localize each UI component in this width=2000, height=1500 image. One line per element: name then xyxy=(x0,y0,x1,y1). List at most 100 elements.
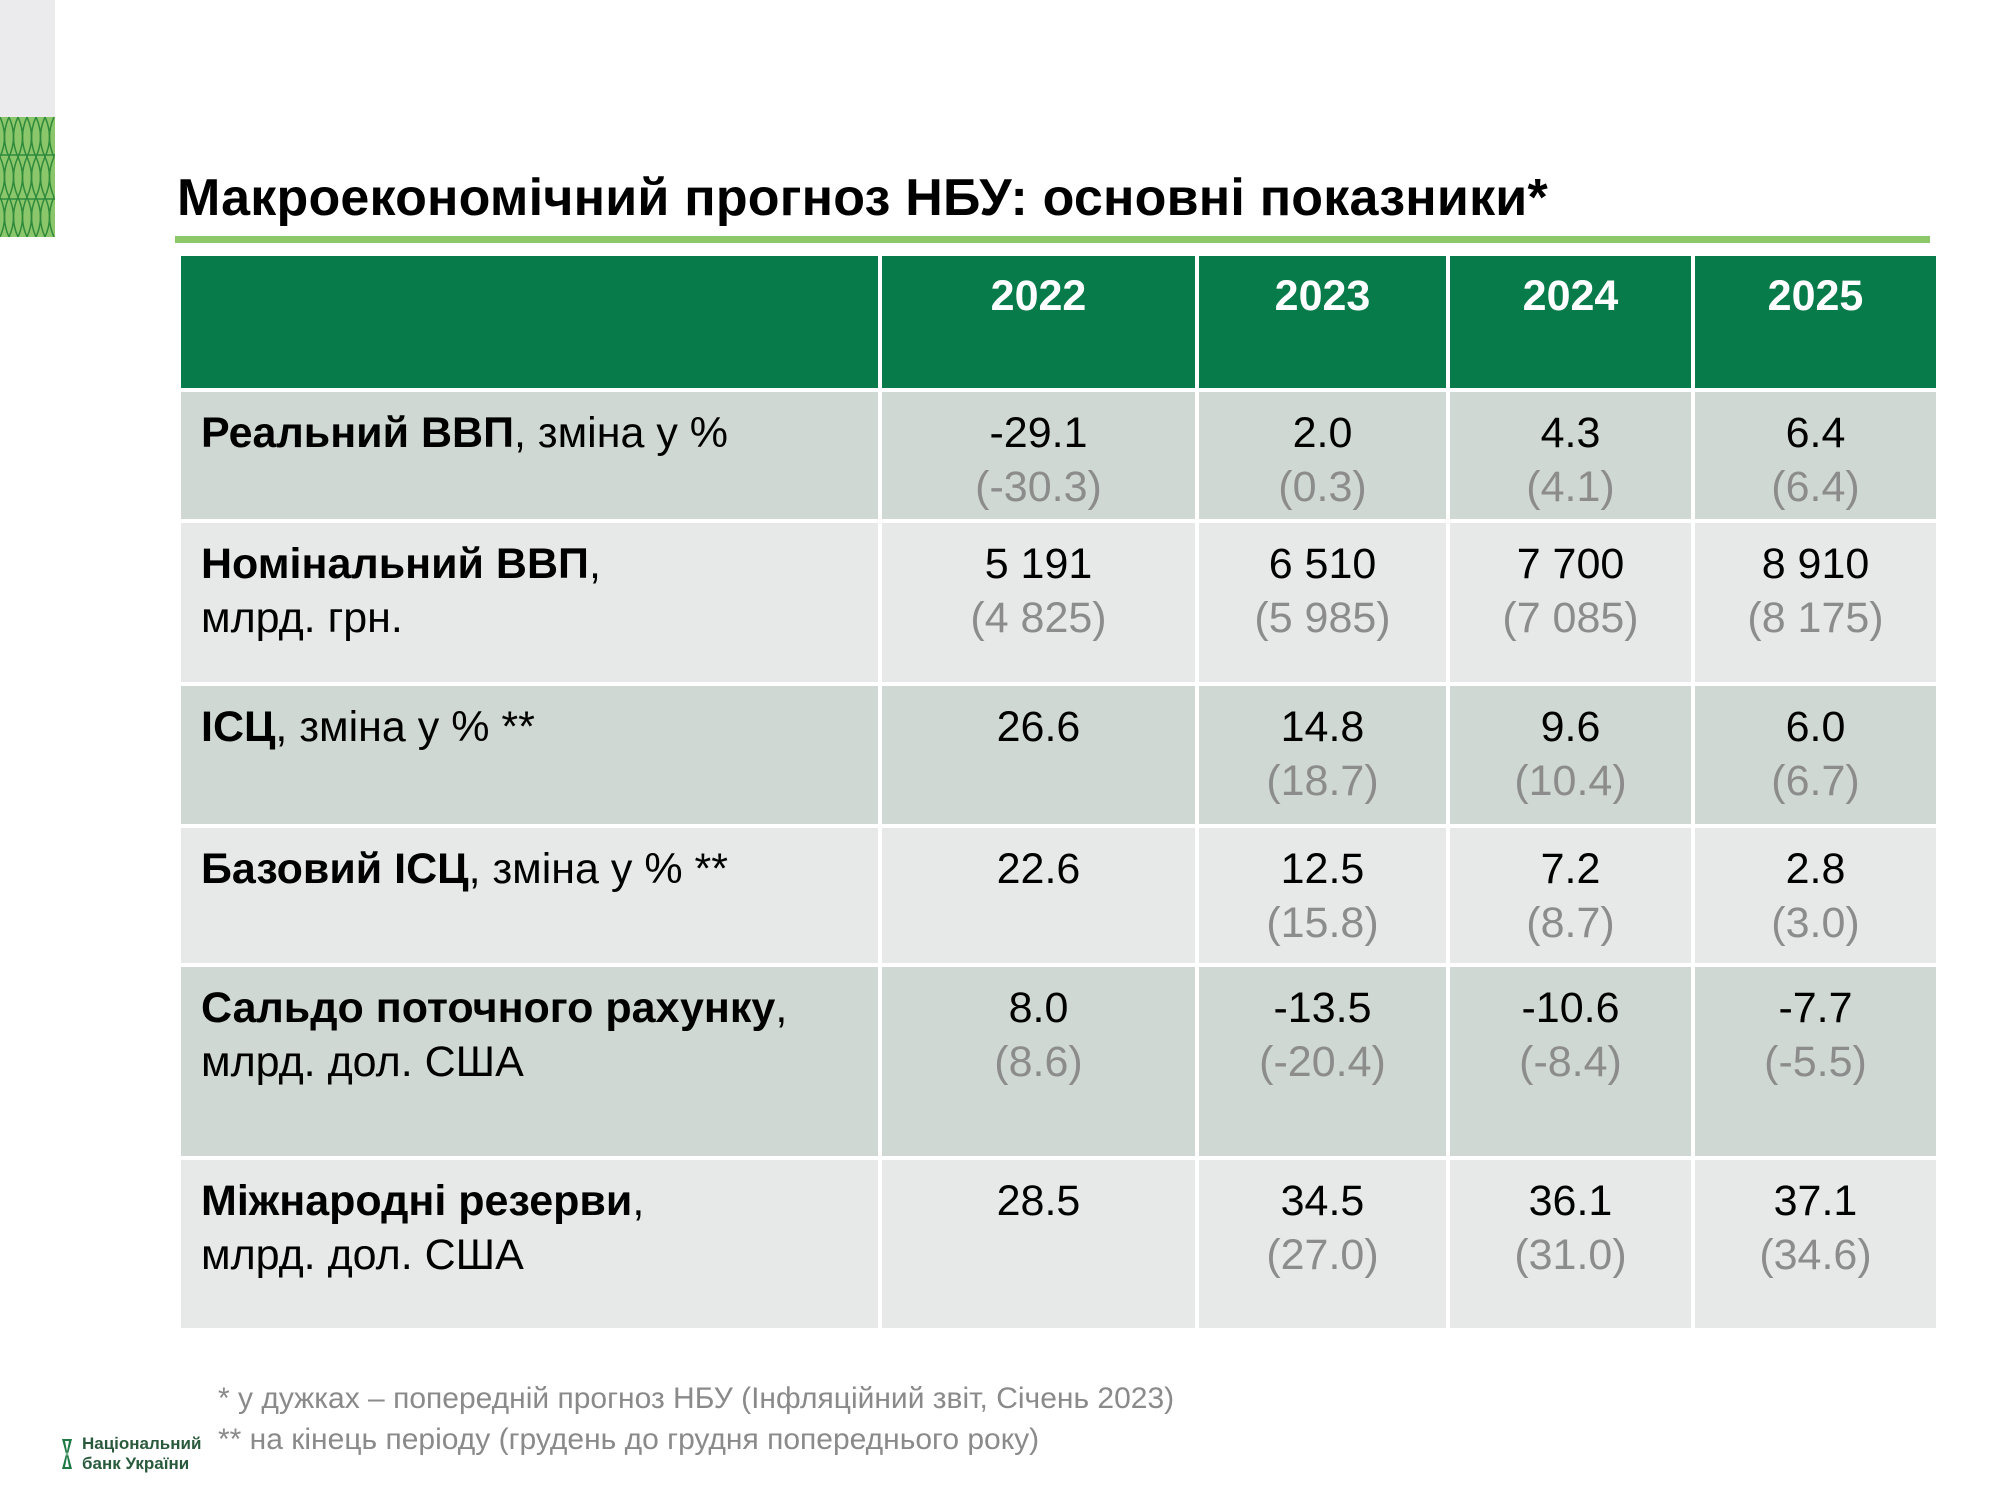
logo-line1: Національний xyxy=(82,1434,202,1453)
row-label-rest: , xyxy=(588,540,601,588)
current-forecast: -29.1 xyxy=(989,409,1088,457)
value-cell: 5 191 (4 825) xyxy=(878,519,1199,686)
row-label-unit: млрд. дол. США xyxy=(201,1038,524,1086)
table-row: Реальний ВВП, зміна у % -29.1 (-30.3) 2.… xyxy=(177,388,1940,523)
previous-forecast: (-20.4) xyxy=(1259,1038,1386,1086)
current-forecast: 14.8 xyxy=(1280,703,1365,751)
value-cell: 36.1 (31.0) xyxy=(1446,1156,1695,1332)
footnote: * у дужках – попередній прогноз НБУ (Інф… xyxy=(218,1382,1175,1415)
forecast-table: 2022 2023 2024 2025 Реальний ВВП, зміна … xyxy=(177,252,1940,1332)
row-label-bold: Номінальний ВВП xyxy=(201,540,589,588)
previous-forecast: (3.0) xyxy=(1771,899,1860,947)
page-title: Макроекономічний прогноз НБУ: основні по… xyxy=(177,169,1548,227)
value-cell: -29.1 (-30.3) xyxy=(878,388,1199,523)
value-cell: 34.5 (27.0) xyxy=(1195,1156,1450,1332)
previous-forecast: (8.7) xyxy=(1526,899,1615,947)
previous-forecast: (4 825) xyxy=(970,594,1107,642)
nbu-logo-icon xyxy=(62,1439,72,1469)
value-cell: 8 910 (8 175) xyxy=(1691,519,1940,686)
value-cell: 2.0 (0.3) xyxy=(1195,388,1450,523)
row-label: Номінальний ВВП, млрд. грн. xyxy=(177,519,882,686)
value-cell: 37.1 (34.6) xyxy=(1691,1156,1940,1332)
header-year: 2023 xyxy=(1195,252,1450,392)
value-cell: 12.5 (15.8) xyxy=(1195,824,1450,967)
logo-line2: банк України xyxy=(82,1454,190,1473)
previous-forecast: (-30.3) xyxy=(975,463,1102,511)
current-forecast: 12.5 xyxy=(1280,845,1365,893)
row-label: Міжнародні резерви, млрд. дол. США xyxy=(177,1156,882,1332)
current-forecast: 34.5 xyxy=(1280,1177,1365,1225)
previous-forecast: (7 085) xyxy=(1502,594,1639,642)
previous-forecast: (8 175) xyxy=(1747,594,1884,642)
row-label: Базовий ІСЦ, зміна у % ** xyxy=(177,824,882,967)
previous-forecast: (10.4) xyxy=(1514,757,1627,805)
header-year: 2022 xyxy=(878,252,1199,392)
previous-forecast: (-8.4) xyxy=(1519,1038,1622,1086)
value-cell: -7.7 (-5.5) xyxy=(1691,963,1940,1160)
current-forecast: 36.1 xyxy=(1528,1177,1613,1225)
value-cell: 6.0 (6.7) xyxy=(1691,682,1940,828)
current-forecast: 7 700 xyxy=(1516,540,1625,588)
value-cell: -10.6 (-8.4) xyxy=(1446,963,1695,1160)
row-label-unit: млрд. дол. США xyxy=(201,1231,524,1279)
row-label: Реальний ВВП, зміна у % xyxy=(177,388,882,523)
value-cell: 14.8 (18.7) xyxy=(1195,682,1450,828)
current-forecast: -10.6 xyxy=(1521,984,1620,1032)
row-label-bold: Базовий ІСЦ xyxy=(201,845,469,893)
row-label-line1: Міжнародні резерви, xyxy=(201,1174,878,1228)
value-cell: 6 510 (5 985) xyxy=(1195,519,1450,686)
current-forecast: 2.8 xyxy=(1785,845,1846,893)
decorative-pattern xyxy=(0,117,55,237)
row-label-rest: , xyxy=(632,1177,645,1225)
previous-forecast: (8.6) xyxy=(994,1038,1083,1086)
previous-forecast: (-5.5) xyxy=(1764,1038,1867,1086)
previous-forecast: (31.0) xyxy=(1514,1231,1627,1279)
value-cell: -13.5 (-20.4) xyxy=(1195,963,1450,1160)
row-label-line1: ІСЦ, зміна у % ** xyxy=(201,700,878,754)
value-cell: 26.6 xyxy=(878,682,1199,828)
table-row: Міжнародні резерви, млрд. дол. США 28.5 … xyxy=(177,1156,1940,1332)
row-label-rest: , зміна у % ** xyxy=(275,703,535,751)
table-row: Базовий ІСЦ, зміна у % ** 22.6 12.5 (15.… xyxy=(177,824,1940,967)
previous-forecast: (4.1) xyxy=(1526,463,1615,511)
row-label-rest: , зміна у % xyxy=(514,409,729,457)
previous-forecast: (27.0) xyxy=(1266,1231,1379,1279)
row-label-unit: млрд. грн. xyxy=(201,594,403,642)
row-label: Сальдо поточного рахунку, млрд. дол. США xyxy=(177,963,882,1160)
current-forecast: 2.0 xyxy=(1292,409,1353,457)
table-row: Номінальний ВВП, млрд. грн. 5 191 (4 825… xyxy=(177,519,1940,686)
value-cell: 7 700 (7 085) xyxy=(1446,519,1695,686)
row-label-rest: , xyxy=(775,984,788,1032)
value-cell: 6.4 (6.4) xyxy=(1691,388,1940,523)
current-forecast: 22.6 xyxy=(996,845,1081,893)
current-forecast: 7.2 xyxy=(1540,845,1601,893)
value-cell: 28.5 xyxy=(878,1156,1199,1332)
value-cell: 8.0 (8.6) xyxy=(878,963,1199,1160)
row-label-line1: Номінальний ВВП, xyxy=(201,537,878,591)
footnote: ** на кінець періоду (грудень до грудня … xyxy=(218,1423,1040,1456)
current-forecast: 28.5 xyxy=(996,1177,1081,1225)
row-label-line1: Реальний ВВП, зміна у % xyxy=(201,406,878,460)
header-year: 2024 xyxy=(1446,252,1695,392)
current-forecast: 6.0 xyxy=(1785,703,1846,751)
title-underline xyxy=(175,236,1930,243)
current-forecast: 6.4 xyxy=(1785,409,1846,457)
current-forecast: 5 191 xyxy=(984,540,1093,588)
nbu-logo: Національний банк України xyxy=(58,1434,201,1474)
table-row: ІСЦ, зміна у % ** 26.6 14.8 (18.7) 9.6 (… xyxy=(177,682,1940,828)
previous-forecast: (15.8) xyxy=(1266,899,1379,947)
previous-forecast: (0.3) xyxy=(1278,463,1367,511)
current-forecast: 8 910 xyxy=(1761,540,1870,588)
value-cell: 4.3 (4.1) xyxy=(1446,388,1695,523)
previous-forecast: (34.6) xyxy=(1759,1231,1872,1279)
side-strip xyxy=(0,0,55,117)
value-cell: 7.2 (8.7) xyxy=(1446,824,1695,967)
current-forecast: 37.1 xyxy=(1773,1177,1858,1225)
current-forecast: -7.7 xyxy=(1778,984,1853,1032)
row-label-bold: Міжнародні резерви xyxy=(201,1177,633,1225)
header-empty xyxy=(177,252,882,392)
value-cell: 2.8 (3.0) xyxy=(1691,824,1940,967)
row-label-line1: Сальдо поточного рахунку, xyxy=(201,981,878,1035)
footnotes: * у дужках – попередній прогноз НБУ (Інф… xyxy=(218,1378,1174,1460)
row-label-line1: Базовий ІСЦ, зміна у % ** xyxy=(201,842,878,896)
